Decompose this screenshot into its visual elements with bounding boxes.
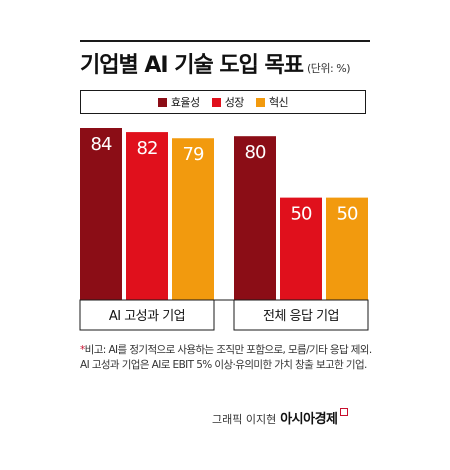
graphic-credit: 그래픽 이지현 [212, 413, 277, 426]
legend-label-innovation: 혁신 [268, 96, 289, 109]
title-rule [80, 40, 370, 42]
legend-label-efficiency: 효율성 [170, 96, 200, 109]
chart-title: 기업별 AI 기술 도입 목표 [80, 53, 304, 78]
legend-swatch-efficiency [157, 97, 167, 107]
legend-item-innovation: 혁신 [255, 94, 289, 110]
bar-value-label: 79 [183, 144, 204, 165]
unit-note: (단위: %) [307, 62, 350, 75]
bar-value-label: 50 [291, 204, 312, 225]
bar-value-label: 82 [137, 138, 158, 159]
footnote-marker: * [80, 344, 85, 356]
category-label-box [79, 299, 215, 331]
category-label: AI 고성과 기업 [109, 309, 185, 324]
bar-2-3 [326, 197, 368, 300]
legend-swatch-innovation [255, 97, 265, 107]
bar-1-2 [126, 132, 168, 300]
bar-value-label: 50 [337, 204, 358, 225]
legend-label-growth: 성장 [224, 96, 245, 109]
bar-value-label: 84 [91, 134, 112, 155]
legend-item-efficiency: 효율성 [157, 94, 200, 110]
credit: 그래픽 이지현 아시아경제 [212, 408, 372, 427]
legend-item-growth: 성장 [211, 94, 245, 110]
title-row: 기업별 AI 기술 도입 목표 (단위: %) [80, 47, 380, 78]
bar-1-1 [80, 128, 122, 300]
bar-2-1 [234, 136, 276, 300]
category-label: 전체 응답 기업 [263, 309, 339, 324]
bar-1-3 [172, 138, 214, 300]
legend: 효율성 성장 혁신 [80, 90, 366, 114]
brand-mark-icon [339, 408, 348, 416]
category-label-box [233, 299, 369, 331]
footnote-text: 비고: AI를 정기적으로 사용하는 조직만 포함으로, 모름/기타 응답 제외… [80, 344, 372, 371]
bar-value-label: 80 [245, 142, 266, 163]
footnote: *비고: AI를 정기적으로 사용하는 조직만 포함으로, 모름/기타 응답 제… [80, 343, 380, 373]
brand-logo: 아시아경제 [280, 412, 338, 427]
legend-swatch-growth [211, 97, 221, 107]
bar-2-2 [280, 197, 322, 300]
